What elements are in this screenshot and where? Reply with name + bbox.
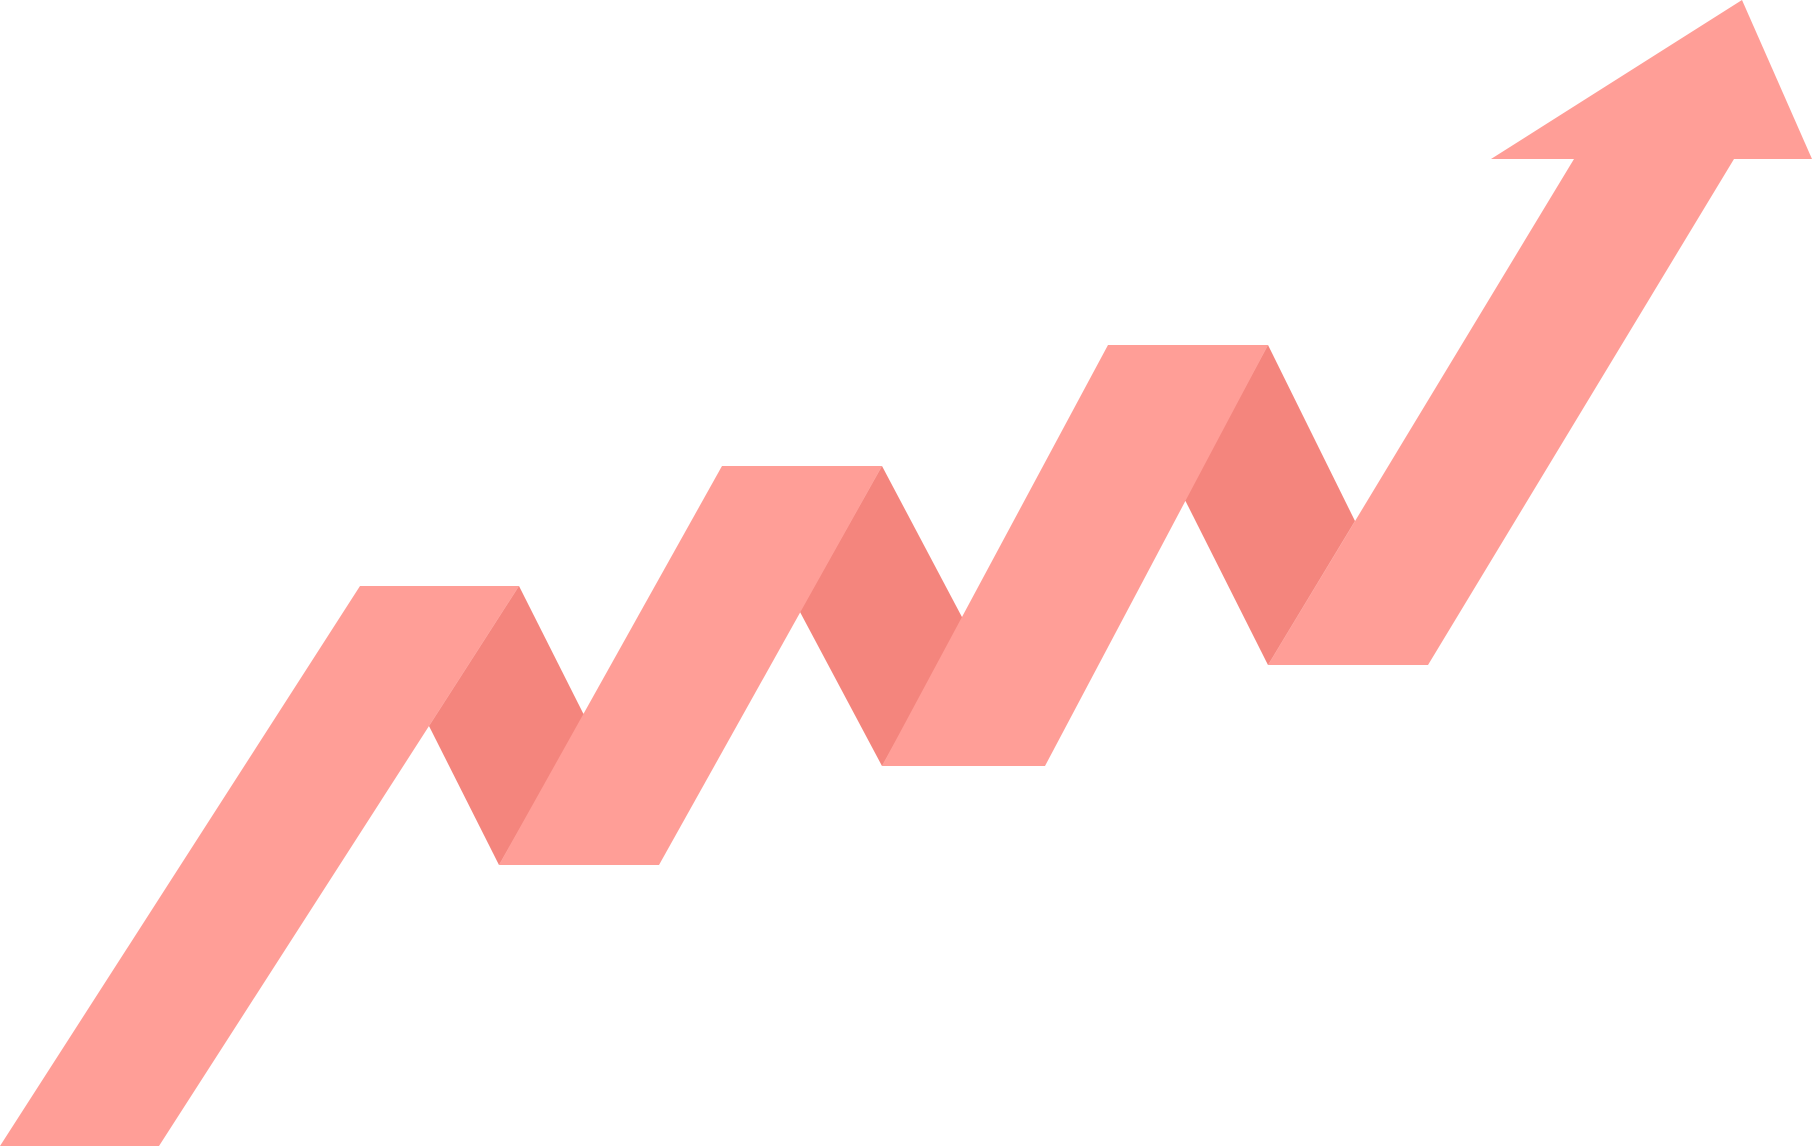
ribbon-fold-2: [800, 466, 963, 766]
ribbon-segment-2: [499, 466, 882, 865]
ribbon-fold-1: [429, 586, 584, 865]
arrow-head: [1491, 0, 1812, 159]
ribbon-segment-3: [882, 345, 1268, 766]
ribbon-fold-3: [1185, 345, 1355, 665]
ribbon-arrow-shaft: [1268, 159, 1734, 665]
ribbon-segment-1: [0, 586, 519, 1146]
